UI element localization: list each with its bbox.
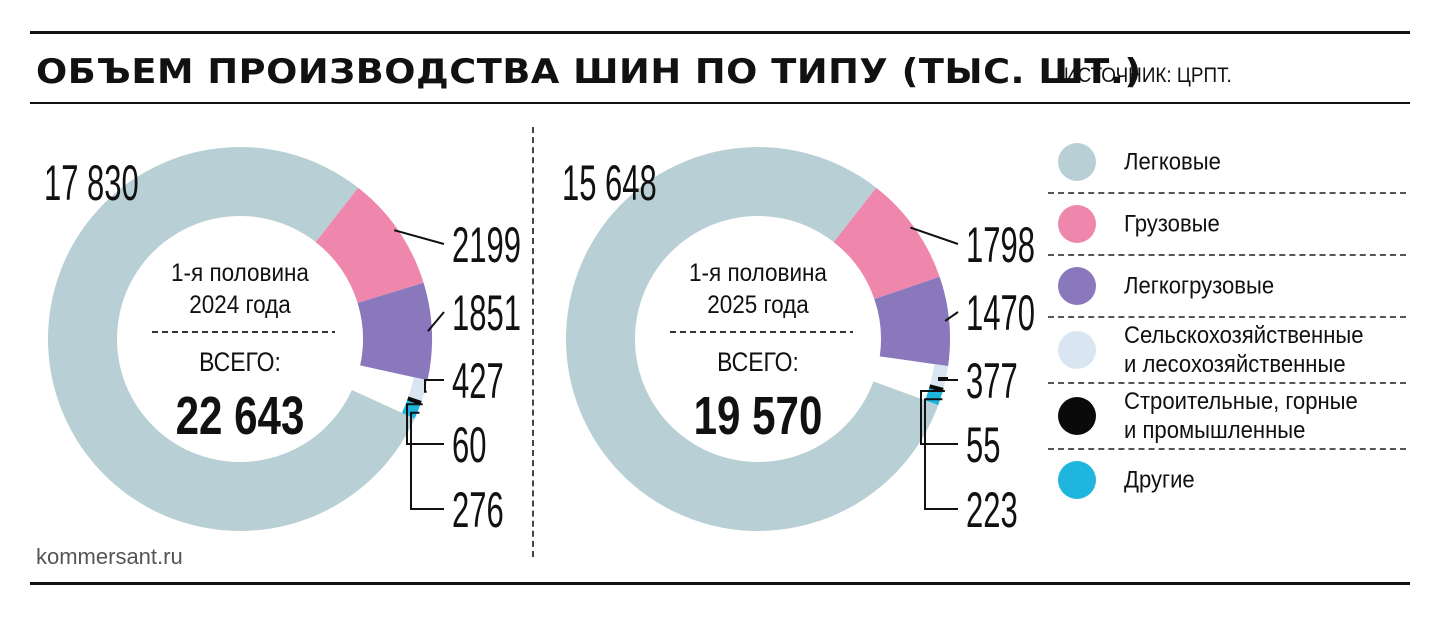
legend-swatch xyxy=(1058,397,1096,435)
value-label-passenger: 17 830 xyxy=(44,154,139,210)
legend-swatch xyxy=(1058,331,1096,369)
value-label-passenger: 15 648 xyxy=(562,154,657,210)
donut-1: 17 830 2199 1851 427 60 276 1-я половина 2024 г… xyxy=(44,146,521,538)
leader-line-truck xyxy=(910,226,959,245)
period-label: 1-я половина xyxy=(171,259,310,287)
legend-swatch xyxy=(1058,461,1096,499)
site-credit: kommersant.ru xyxy=(36,544,183,569)
value-label-truck: 1798 xyxy=(966,216,1035,272)
period-label: 1-я половина xyxy=(689,259,828,287)
legend-item-passenger: Легковые xyxy=(1048,132,1406,194)
value-label-construction: 60 xyxy=(452,416,486,472)
value-label-construction: 55 xyxy=(966,416,1000,472)
total-value: 19 570 xyxy=(694,386,823,446)
leader-line-agricultural xyxy=(424,379,444,393)
period-label: 2025 года xyxy=(707,291,809,319)
source-note: ИСТОЧНИК: ЦРПТ. xyxy=(1064,64,1232,87)
legend-label: Грузовые xyxy=(1124,210,1220,238)
chart-divider xyxy=(532,127,534,557)
legend-label: Строительные, горные и промышленные xyxy=(1124,388,1358,444)
value-label-other: 276 xyxy=(452,481,504,537)
value-label-light-truck: 1470 xyxy=(966,284,1035,340)
slice-light-truck xyxy=(357,282,433,381)
leader-line-light-truck xyxy=(427,311,445,332)
total-value: 22 643 xyxy=(176,386,305,446)
slice-light-truck xyxy=(874,276,950,367)
total-label: ВСЕГО: xyxy=(717,347,799,377)
legend-item-truck: Грузовые xyxy=(1048,194,1406,256)
slice-agricultural xyxy=(408,377,428,403)
legend-label: Сельскохозяйственные и лесохозяйственные xyxy=(1124,322,1364,378)
header-rule xyxy=(30,102,1410,104)
slice-truck xyxy=(315,187,424,303)
total-label: ВСЕГО: xyxy=(199,347,281,377)
top-rule xyxy=(30,31,1410,34)
slice-agricultural xyxy=(929,364,949,389)
legend-swatch xyxy=(1058,267,1096,305)
leader-line-other xyxy=(924,398,958,510)
legend-item-agricultural: Сельскохозяйственные и лесохозяйственные xyxy=(1048,318,1406,384)
legend-item-construction: Строительные, горные и промышленные xyxy=(1048,384,1406,450)
leader-line-construction xyxy=(920,390,958,445)
legend-item-light-truck: Легкогрузовые xyxy=(1048,256,1406,318)
legend: Легковые Грузовые Легкогрузовые Сельскох… xyxy=(1048,132,1406,510)
legend-swatch xyxy=(1058,205,1096,243)
leader-line-truck xyxy=(393,229,445,245)
slice-other xyxy=(925,388,943,406)
leader-line-construction xyxy=(406,403,444,445)
value-label-agricultural: 427 xyxy=(452,352,504,408)
period-label: 2024 года xyxy=(189,291,291,319)
leader-line-light-truck xyxy=(944,311,959,322)
value-label-agricultural: 377 xyxy=(966,352,1018,408)
legend-label: Легкогрузовые xyxy=(1124,272,1275,300)
chart-title: ОБЪЕМ ПРОИЗВОДСТВА ШИН ПО ТИПУ (ТЫС. ШТ.… xyxy=(36,52,1142,92)
slice-truck xyxy=(833,187,940,300)
value-label-light-truck: 1851 xyxy=(452,284,521,340)
legend-label: Легковые xyxy=(1124,148,1221,176)
legend-label: Другие xyxy=(1124,466,1195,494)
donut-charts: 17 830 2199 1851 427 60 276 1-я половина 2024 г… xyxy=(44,146,1035,538)
leader-line-agricultural xyxy=(938,376,958,381)
slice-passenger xyxy=(48,146,415,531)
value-label-truck: 2199 xyxy=(452,216,521,272)
donut-2: 15 648 1798 1470 377 55 223 1-я половина 2025 г… xyxy=(562,146,1035,538)
legend-item-other: Другие xyxy=(1048,450,1406,510)
bottom-rule xyxy=(30,582,1410,585)
legend-swatch xyxy=(1058,143,1096,181)
slice-passenger xyxy=(566,146,939,531)
leader-line-other xyxy=(410,411,444,510)
value-label-other: 223 xyxy=(966,481,1018,537)
